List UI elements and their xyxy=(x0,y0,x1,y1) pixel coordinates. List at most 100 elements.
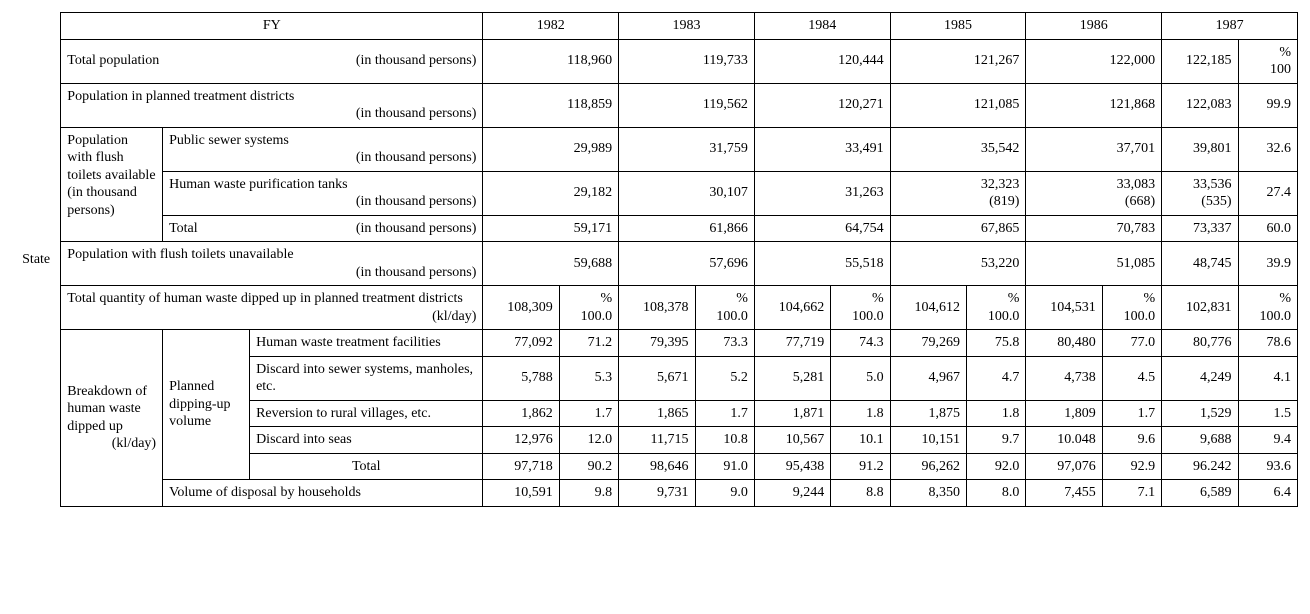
cell: 1,809 xyxy=(1026,400,1102,427)
year-1987: 1987 xyxy=(1162,13,1298,40)
fy-header: FY xyxy=(61,13,483,40)
cell: 4,738 xyxy=(1026,356,1102,400)
cell: 37,701 xyxy=(1026,127,1162,171)
cell: 35,542 xyxy=(890,127,1026,171)
cell: 33,536 (535) xyxy=(1162,171,1238,215)
cell: 48,745 xyxy=(1162,242,1238,286)
pct-value: 100.0 xyxy=(988,309,1020,324)
label-unit: (in thousand persons) xyxy=(356,105,477,123)
cell: 122,083 xyxy=(1162,83,1238,127)
cell: 53,220 xyxy=(890,242,1026,286)
pct-symbol: % xyxy=(600,291,612,306)
pct-symbol: % xyxy=(872,291,884,306)
pct-symbol: % xyxy=(1008,291,1020,306)
cell-pct: 60.0 xyxy=(1238,215,1297,242)
cell: 33,083 (668) xyxy=(1026,171,1162,215)
label-bd-seas: Discard into seas xyxy=(250,427,483,454)
label-planned-pop: Population in planned treatment district… xyxy=(61,83,483,127)
pct-value: 100.0 xyxy=(1260,309,1292,324)
label-unit: (in thousand persons) xyxy=(356,52,477,70)
label-bd-sewer: Discard into sewer systems, manholes, et… xyxy=(250,356,483,400)
cell-pct: 8.0 xyxy=(967,480,1026,507)
pct-symbol: % xyxy=(1279,45,1291,60)
cell-pct: 39.9 xyxy=(1238,242,1297,286)
label-text: Breakdown of human waste dipped up xyxy=(67,384,147,434)
cell-pct: 27.4 xyxy=(1238,171,1297,215)
label-flush-tanks: Human waste purification tanks (in thous… xyxy=(163,171,483,215)
cell-pct: %100 xyxy=(1238,39,1297,83)
cell-pct: 1.5 xyxy=(1238,400,1297,427)
year-1983: 1983 xyxy=(619,13,755,40)
row-flush-total: Total (in thousand persons) 59,171 61,86… xyxy=(12,215,1298,242)
label-flush-unavail: Population with flush toilets unavailabl… xyxy=(61,242,483,286)
cell-pct: 32.6 xyxy=(1238,127,1297,171)
cell: 11,715 xyxy=(619,427,695,454)
cell: 31,759 xyxy=(619,127,755,171)
cell: 4,249 xyxy=(1162,356,1238,400)
cell: 118,960 xyxy=(483,39,619,83)
cell-pct: 9.8 xyxy=(559,480,618,507)
label-flush-group: Population with flush toilets available … xyxy=(61,127,163,242)
cell-pct: 10.1 xyxy=(831,427,890,454)
cell: 102,831 xyxy=(1162,286,1238,330)
row-flush-tanks: Human waste purification tanks (in thous… xyxy=(12,171,1298,215)
label-text: Total population xyxy=(67,53,159,68)
side-state-label: State xyxy=(12,13,61,507)
cell-pct: %100.0 xyxy=(1102,286,1161,330)
cell: 10,567 xyxy=(754,427,830,454)
cell: 6,589 xyxy=(1162,480,1238,507)
cell: 31,263 xyxy=(754,171,890,215)
cell-pct: 5.2 xyxy=(695,356,754,400)
cell-pct: 71.2 xyxy=(559,330,618,357)
cell: 79,269 xyxy=(890,330,966,357)
header-row: State FY 1982 1983 1984 1985 1986 1987 xyxy=(12,13,1298,40)
cell: 108,309 xyxy=(483,286,559,330)
cell: 9,731 xyxy=(619,480,695,507)
pct-value: 100.0 xyxy=(852,309,884,324)
cell-pct: %100.0 xyxy=(559,286,618,330)
label-text: Population with flush toilets available xyxy=(67,133,155,183)
label-unit: (in thousand persons) xyxy=(356,264,477,282)
cell: 9,688 xyxy=(1162,427,1238,454)
cell: 5,788 xyxy=(483,356,559,400)
label-text: Human waste purification tanks xyxy=(169,177,347,192)
cell-pct: 90.2 xyxy=(559,453,618,480)
cell-pct: 91.0 xyxy=(695,453,754,480)
cell: 120,444 xyxy=(754,39,890,83)
row-flush-unavail: Population with flush toilets unavailabl… xyxy=(12,242,1298,286)
cell-pct: 9.7 xyxy=(967,427,1026,454)
cell-pct: %100.0 xyxy=(1238,286,1297,330)
label-total-qty: Total quantity of human waste dipped up … xyxy=(61,286,483,330)
label-unit: (in thousand persons) xyxy=(356,220,477,238)
cell: 1,865 xyxy=(619,400,695,427)
cell: 122,185 xyxy=(1162,39,1238,83)
cell-pct: 4.1 xyxy=(1238,356,1297,400)
cell: 30,107 xyxy=(619,171,755,215)
cell: 121,868 xyxy=(1026,83,1162,127)
row-bd-household: Volume of disposal by households 10,5919… xyxy=(12,480,1298,507)
row-bd-facilities: Breakdown of human waste dipped up (kl/d… xyxy=(12,330,1298,357)
label-text: Population in planned treatment district… xyxy=(67,89,294,104)
label-breakdown: Breakdown of human waste dipped up (kl/d… xyxy=(61,330,163,507)
cell-pct: 74.3 xyxy=(831,330,890,357)
cell: 80,776 xyxy=(1162,330,1238,357)
cell: 118,859 xyxy=(483,83,619,127)
cell: 29,182 xyxy=(483,171,619,215)
year-1984: 1984 xyxy=(754,13,890,40)
cell-pct: 4.7 xyxy=(967,356,1026,400)
label-text: Total xyxy=(169,221,198,236)
label-unit: (in thousand persons) xyxy=(356,193,477,211)
label-total-population: Total population (in thousand persons) xyxy=(61,39,483,83)
row-total-population: Total population (in thousand persons) 1… xyxy=(12,39,1298,83)
label-bd-household: Volume of disposal by households xyxy=(163,480,483,507)
cell-pct: % 100.0 xyxy=(831,286,890,330)
cell: 10.048 xyxy=(1026,427,1102,454)
year-1982: 1982 xyxy=(483,13,619,40)
pct-symbol: % xyxy=(736,291,748,306)
cell: 12,976 xyxy=(483,427,559,454)
cell-pct: 4.5 xyxy=(1102,356,1161,400)
cell-pct: 1.7 xyxy=(1102,400,1161,427)
cell: 108,378 xyxy=(619,286,695,330)
cell: 79,395 xyxy=(619,330,695,357)
cell-pct: 1.8 xyxy=(831,400,890,427)
